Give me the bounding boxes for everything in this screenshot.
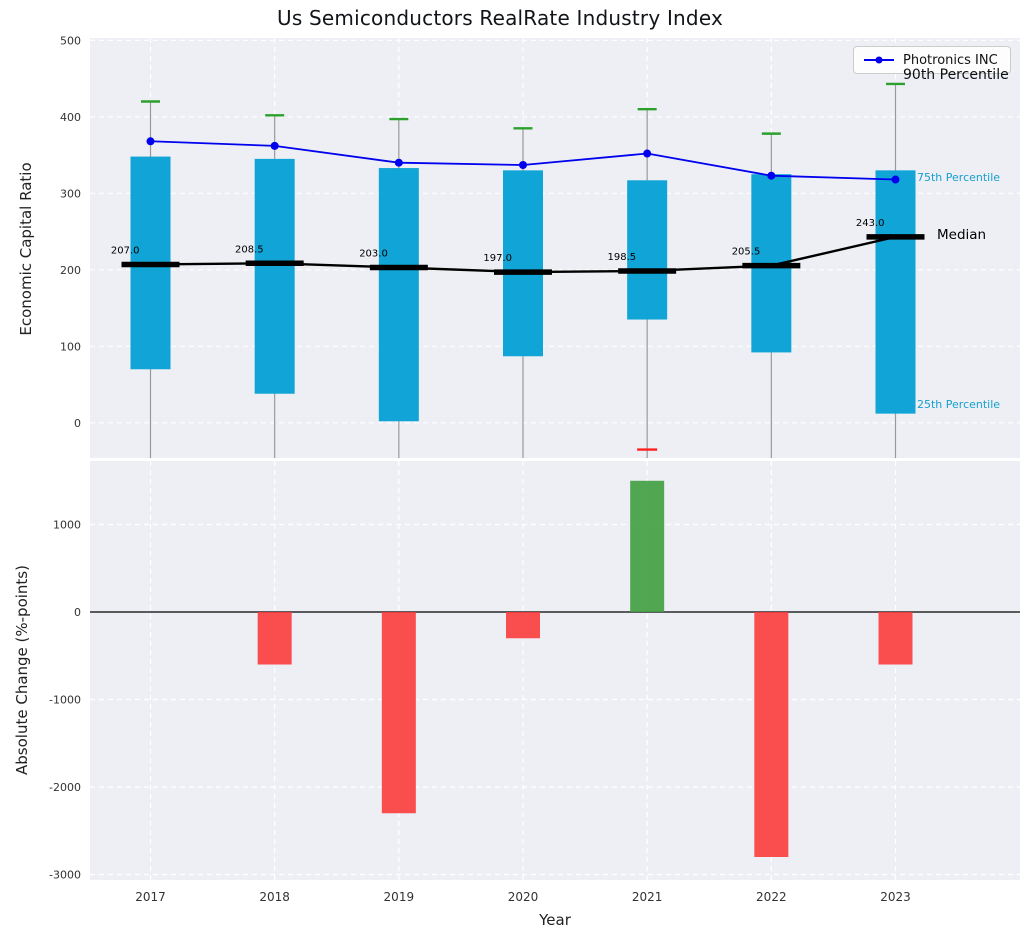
- change-bar: [381, 612, 416, 814]
- ytick-bottom: 1000: [53, 519, 81, 532]
- chart-title: Us Semiconductors RealRate Industry Inde…: [276, 6, 724, 30]
- change-bar: [878, 612, 913, 665]
- xtick-year: 2021: [632, 890, 663, 904]
- y-axis-label-bottom: Absolute Change (%-points): [13, 565, 31, 775]
- median-value-label: 243.0: [856, 218, 885, 229]
- chart-data-layer: 207.0 208.5 203.0 197.0 198.5 205.5 243.0: [90, 82, 1020, 857]
- annotation-median: Median: [937, 227, 987, 243]
- ytick-bottom: -2000: [49, 781, 81, 794]
- ytick-top: 400: [60, 111, 81, 124]
- photronics-point: [146, 137, 155, 146]
- xtick-year: 2019: [384, 890, 415, 904]
- photronics-point: [767, 171, 776, 180]
- panel-backgrounds: [90, 38, 1020, 880]
- annotation-75th-percentile: 75th Percentile: [917, 171, 1001, 184]
- ytick-top: 0: [74, 417, 81, 430]
- annotation-90th-percentile: 90th Percentile: [903, 67, 1009, 83]
- y-axis-label-top: Economic Capital Ratio: [17, 162, 35, 336]
- percentile-box: [503, 170, 544, 357]
- xtick-year: 2023: [880, 890, 911, 904]
- ytick-bottom: -1000: [49, 694, 81, 707]
- percentile-box: [378, 168, 419, 422]
- annotation-25th-percentile: 25th Percentile: [917, 398, 1001, 411]
- median-value-label: 205.5: [732, 247, 761, 258]
- change-bar: [754, 612, 789, 857]
- photronics-point: [394, 158, 403, 167]
- photronics-point: [643, 149, 652, 158]
- change-bar: [257, 612, 292, 665]
- xtick-year: 2017: [135, 890, 166, 904]
- change-bar: [630, 480, 665, 613]
- panel-bottom: [90, 461, 1020, 880]
- x-axis-label: Year: [539, 911, 571, 929]
- ytick-top: 100: [60, 340, 81, 353]
- percentile-box: [627, 180, 668, 320]
- ytick-top: 200: [60, 264, 81, 277]
- median-value-label: 197.0: [483, 253, 512, 264]
- legend-label: Photronics INC: [903, 52, 998, 68]
- legend-line-icon: [864, 56, 894, 64]
- xtick-year: 2020: [508, 890, 539, 904]
- median-value-label: 198.5: [608, 252, 637, 263]
- xtick-year: 2022: [756, 890, 787, 904]
- ytick-bottom: -3000: [49, 868, 81, 881]
- ytick-bottom: 0: [74, 606, 81, 619]
- ytick-top: 300: [60, 187, 81, 200]
- photronics-point: [519, 160, 528, 169]
- legend: Photronics INC: [853, 46, 1011, 74]
- photronics-point: [270, 141, 279, 150]
- photronics-point: [891, 175, 900, 184]
- median-value-label: 207.0: [111, 245, 140, 256]
- panel-top: [90, 38, 1020, 458]
- median-value-label: 208.5: [235, 244, 264, 255]
- ytick-top: 500: [60, 34, 81, 47]
- tick-labels: 0 100 200 300 400 500 -3000 -2000 -1000 0 1000 2017…: [49, 34, 911, 904]
- median-value-label: 203.0: [359, 249, 388, 260]
- percentile-box: [254, 158, 295, 394]
- change-bar: [506, 612, 541, 639]
- xtick-year: 2018: [259, 890, 290, 904]
- percentile-box: [875, 170, 916, 414]
